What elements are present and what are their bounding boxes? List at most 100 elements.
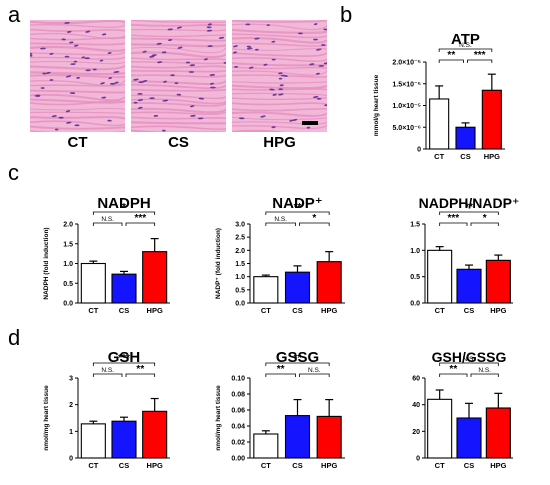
ratio-gsh-ytick-label: 20 [412,429,420,436]
ratio-gsh-ytick-label: 40 [412,402,420,409]
atp-xtick-label: HPG [484,152,500,161]
atp-sig-bracket [467,59,493,63]
ratio-nadph-sig-bracket [439,222,468,226]
nadph-bar-hpg [142,251,168,304]
nadph-bar-cs [111,273,137,304]
nadp-xtick-label: HPG [321,306,337,315]
gsh-ylabel: nmol/mg heart tissue [43,385,50,451]
gsh-bar-cs [111,420,137,459]
ratio-gsh-sig-bracket [470,373,499,377]
ratio-gsh-bar-ct [427,398,453,459]
gssg-ytick-label: 0.08 [231,392,245,399]
ratio-gsh-bar-cs [456,417,482,459]
gsh-sig-bracket [92,373,123,377]
gsh-title: GSH [108,349,141,366]
atp-ytick-label: 1.5×10⁻⁵ [392,81,421,88]
ratio-gsh-sig-label: N.S. [463,356,476,363]
nadp-sig-label: N.S. [274,216,287,223]
nadp-sig-label: * [312,213,316,224]
gsh-ytick-label: 3 [69,376,73,383]
atp-sig-label: *** [474,50,486,61]
nadph-ytick-label: 2.0 [63,222,73,229]
atp-bar-hpg [481,89,502,150]
ratio-nadph-xtick-label: CS [464,306,474,315]
gsh-sig-label: N.S. [101,367,114,374]
histology-label-ct: CT [67,134,88,151]
gsh-bar-ct [80,423,106,459]
gsh-ytick-label: 0 [69,456,73,463]
gssg-sig-bracket [265,373,296,377]
histology-label-hpg: HPG [263,134,296,151]
atp-bar-cs [455,126,476,150]
ratio-gsh-xtick-label: HPG [490,461,506,470]
ratio-gsh-sig-label: N.S. [478,367,491,374]
ratio-gsh-sig-bracket [439,373,468,377]
nadph-title: NADPH [97,195,150,212]
atp-sig-label: N.S. [459,42,472,49]
atp-ylabel: mmol/g heart tissue [373,74,380,136]
gsh-sig-bracket [92,362,156,366]
nadp-ytick-label: 2.5 [235,235,245,242]
nadph-ytick-label: 1.5 [63,241,73,248]
gssg-ytick-label: 0.10 [231,376,245,383]
histology-panel: CT CS HPG [30,20,330,151]
panel-letter-a: a [8,2,21,27]
atp-ytick-label: 2.0×10⁻⁵ [392,60,421,67]
ratio-nadph-ytick-label: 0.5 [410,274,420,281]
nadph-sig-bracket [125,222,156,226]
histology-image-ct [30,20,125,132]
nadph-xtick-label: CT [88,306,98,315]
ratio-nadph-title: NADPH/NADP⁺ [419,195,520,211]
atp-xtick-label: CS [460,152,470,161]
gssg-sig-label: ** [277,364,285,375]
nadph-sig-label: * [122,202,126,213]
nadp-sig-bracket [299,222,330,226]
gsh-bar-hpg [142,410,168,459]
nadph-sig-bracket [92,211,156,215]
gssg-sig-label: ** [294,353,302,364]
nadp-bar-cs [284,271,311,304]
nadp-title: NADP⁺ [272,195,322,212]
nadph-ylabel: NADPH (fold induction) [43,227,50,299]
ratio-nadph-ytick-label: 1.0 [410,248,420,255]
ratio-gsh-sig-label: ** [449,364,457,375]
gssg-bar-ct [253,433,279,459]
ratio-nadph-sig-label: * [483,213,487,224]
ratio-gsh-sig-bracket [439,362,499,366]
nadp-xtick-label: CT [261,306,271,315]
nadp-ytick-label: 0.5 [235,287,245,294]
ratio-gsh-bar-hpg [485,407,511,459]
ratio-gsh-ytick-label: 0 [416,456,420,463]
gsh-xtick-label: HPG [147,461,163,470]
gsh-xtick-label: CT [88,461,98,470]
gsh-sig-label: ** [136,364,144,375]
gssg-xtick-label: CT [261,461,271,470]
gssg-sig-bracket [299,373,330,377]
ratio-nadph-ytick-label: 1.5 [410,222,420,229]
atp-title: ATP [451,31,480,48]
gssg-ytick-label: 0.00 [231,456,245,463]
panel-letter-c: c [8,160,19,185]
gssg-ylabel: nmol/mg heart tissue [215,385,222,451]
gsh-ytick-label: 1 [69,429,73,436]
ratio-gsh-xtick-label: CS [464,461,474,470]
gssg-xtick-label: CS [292,461,302,470]
scale-bar [302,121,318,125]
atp-ytick-label: 0 [417,147,421,154]
nadp-ytick-label: 0.0 [235,301,245,308]
nadph-bar-ct [80,262,106,304]
nadp-sig-bracket [265,211,330,215]
atp-ytick-label: 5.0×10⁻⁶ [392,125,421,132]
nadp-ylabel: NADP⁺ (fold induction) [215,228,222,299]
nadph-ytick-label: 0.5 [63,281,73,288]
gsh-sig-label: *** [118,353,130,364]
atp-ytick-label: 1.0×10⁻⁵ [392,103,421,110]
gsh-sig-bracket [125,373,156,377]
ratio-nadph-bar-hpg [485,259,511,304]
ratio-nadph-xtick-label: CT [435,306,445,315]
ratio-nadph-bar-ct [427,249,453,304]
nadph-xtick-label: HPG [147,306,163,315]
histology-image-cs [131,20,226,132]
atp-bar-ct [429,98,450,150]
nadph-sig-bracket [92,222,123,226]
